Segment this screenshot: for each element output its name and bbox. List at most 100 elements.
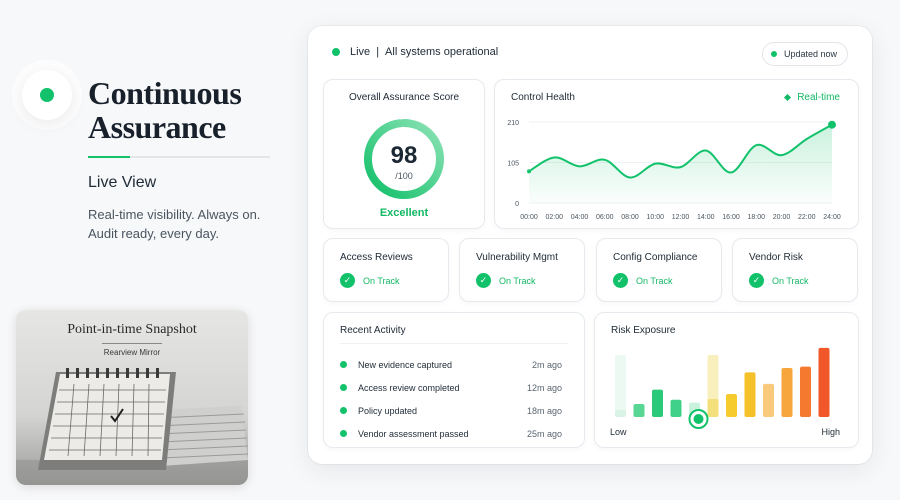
- paper-stack-icon: [155, 406, 248, 466]
- x-tick-label: 14:00: [697, 214, 715, 221]
- x-tick-label: 24:00: [823, 214, 841, 221]
- snapshot-subtitle: Rearview Mirror: [103, 348, 161, 357]
- current-point[interactable]: [828, 120, 836, 129]
- desk-calendar-icon: [38, 368, 176, 470]
- calendar-illustration: [16, 368, 248, 485]
- risk-bar-ghost: [615, 355, 626, 417]
- snapshot-title: Point-in-time Snapshot: [67, 322, 197, 337]
- activity-item[interactable]: New evidence captured 2m ago: [340, 353, 570, 376]
- control-health-card: Control Health Real-time 210 105 0 00:00 02:…: [494, 79, 859, 229]
- activity-item[interactable]: Vendor assessment passed 25m ago: [340, 422, 570, 445]
- snapshot-divider: [102, 343, 162, 344]
- snapshot-photo: Point-in-time Snapshot Rearview Mirror: [16, 310, 248, 485]
- activity-time: 2m ago: [531, 359, 562, 370]
- risk-bar: [818, 347, 830, 417]
- risk-bar: [707, 399, 719, 417]
- risk-low-label: Low: [610, 427, 627, 437]
- assurance-score-card: Overall Assurance Score 98 /100 Excellen…: [323, 79, 485, 229]
- dashboard-panel: Live | All systems operational Updated n…: [308, 26, 872, 464]
- hero-description-line1: Real-time visibility. Always on.: [88, 207, 261, 222]
- status-message: All systems operational: [385, 46, 499, 58]
- hero-title-line1: Continuous: [88, 75, 242, 111]
- score-title: Overall Assurance Score: [348, 92, 460, 103]
- risk-bar: [726, 393, 737, 417]
- hero-subtitle: Live View: [88, 174, 157, 191]
- y-tick-label: 105: [507, 161, 519, 168]
- risk-marker-dot: [693, 414, 704, 424]
- activity-text: Access review completed: [358, 382, 460, 393]
- activity-text: New evidence captured: [358, 359, 453, 370]
- x-tick-label: 00:00: [520, 214, 538, 221]
- hero-description-line2: Audit ready, every day.: [88, 226, 220, 241]
- activity-dot-icon: [340, 430, 347, 437]
- hero-divider: [88, 156, 270, 158]
- x-tick-label: 20:00: [773, 214, 791, 221]
- activity-dot-icon: [340, 361, 347, 368]
- card-status: ✓ On Track: [340, 273, 400, 288]
- activity-time: 25m ago: [526, 428, 562, 439]
- risk-bar: [800, 366, 811, 417]
- risk-bar: [652, 389, 663, 417]
- updated-now-button[interactable]: Updated now: [761, 42, 848, 66]
- score-gauge: [364, 119, 444, 199]
- risk-exposure-chart: [615, 347, 830, 429]
- x-tick-label: 16:00: [722, 214, 740, 221]
- activity-item[interactable]: Access review completed 12m ago: [340, 376, 570, 399]
- activity-divider: [340, 343, 568, 344]
- x-tick-label: 06:00: [596, 214, 614, 221]
- realtime-indicator: Real-time: [784, 92, 840, 103]
- risk-exposure-card: Risk Exposure Low High: [594, 312, 859, 448]
- card-title: Config Compliance: [613, 252, 698, 263]
- card-status: ✓ On Track: [613, 273, 673, 288]
- hero-title-line2: Assurance: [88, 109, 226, 145]
- score-rating: Excellent: [379, 207, 429, 219]
- card-status-label: On Track: [636, 275, 673, 286]
- status-live-label: Live: [350, 46, 371, 58]
- config-compliance-card[interactable]: Config Compliance ✓ On Track: [596, 238, 722, 302]
- risk-bar: [763, 383, 774, 417]
- recent-activity-card: Recent Activity New evidence captured 2m…: [323, 312, 585, 448]
- score-denominator: /100: [395, 171, 413, 181]
- status-separator: |: [376, 46, 380, 58]
- risk-bar: [670, 399, 682, 417]
- card-status-label: On Track: [772, 275, 809, 286]
- activity-dot-icon: [340, 384, 347, 391]
- y-tick-label: 210: [507, 120, 519, 127]
- vulnerability-mgmt-card[interactable]: Vulnerability Mgmt ✓ On Track: [459, 238, 585, 302]
- vendor-risk-card[interactable]: Vendor Risk ✓ On Track: [732, 238, 858, 302]
- activity-time: 18m ago: [526, 405, 562, 416]
- activity-text: Vendor assessment passed: [358, 428, 469, 439]
- risk-bar: [633, 404, 645, 417]
- updated-dot-icon: [770, 51, 777, 57]
- series-line: [528, 123, 833, 179]
- realtime-label: Real-time: [797, 92, 840, 103]
- hero-title: Continuous Assurance: [88, 76, 288, 144]
- check-icon: ✓: [340, 273, 355, 288]
- score-value: 98: [390, 142, 418, 169]
- access-reviews-card[interactable]: Access Reviews ✓ On Track: [323, 238, 449, 302]
- risk-bar: [781, 368, 793, 417]
- x-tick-label: 04:00: [571, 214, 589, 221]
- risk-bar: [744, 372, 756, 417]
- card-status: ✓ On Track: [749, 273, 809, 288]
- live-indicator: [22, 70, 72, 120]
- start-point: [527, 169, 531, 174]
- x-tick-label: 22:00: [798, 214, 816, 221]
- hero-description: Real-time visibility. Always on. Audit r…: [88, 205, 298, 243]
- activity-title: Recent Activity: [340, 325, 406, 336]
- activity-dot-icon: [340, 407, 347, 414]
- x-tick-label: 02:00: [545, 214, 563, 221]
- risk-bar: [615, 409, 626, 417]
- card-status: ✓ On Track: [476, 273, 536, 288]
- series-area: [529, 124, 832, 203]
- control-health-chart: 210 105 000:00 02:00 04:00 06:00 08:00 10:00 12:…: [507, 120, 841, 221]
- card-title: Vendor Risk: [749, 252, 803, 263]
- x-tick-label: 10:00: [646, 214, 664, 221]
- risk-high-label: High: [821, 427, 840, 437]
- x-tick-label: 12:00: [672, 214, 690, 221]
- activity-item[interactable]: Policy updated 18m ago: [340, 399, 570, 422]
- card-title: Access Reviews: [340, 252, 413, 263]
- y-tick-label: 0: [515, 201, 519, 208]
- health-title: Control Health: [511, 92, 575, 103]
- x-tick-label: 18:00: [747, 214, 765, 221]
